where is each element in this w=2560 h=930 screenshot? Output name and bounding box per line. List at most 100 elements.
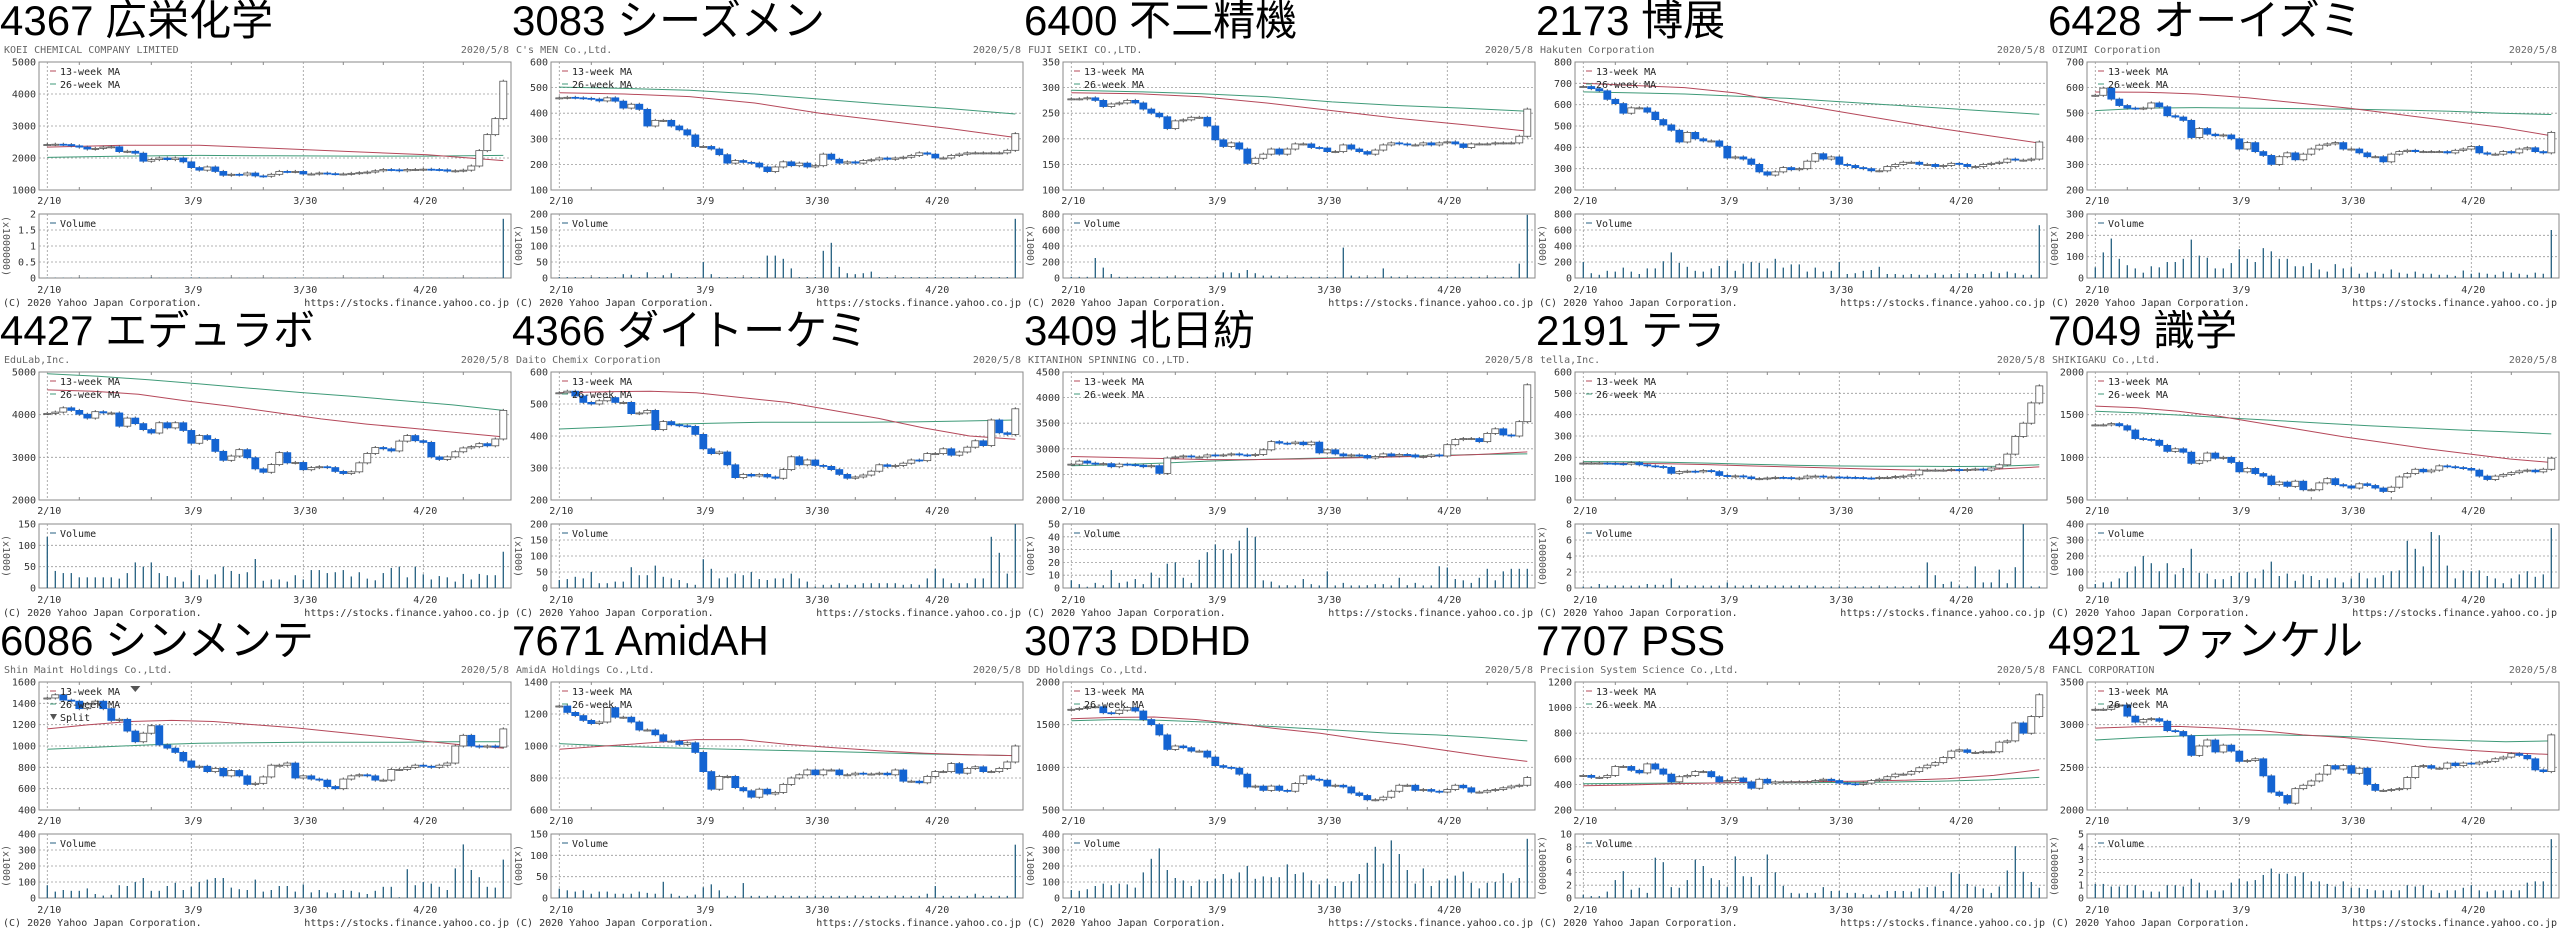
candlestick — [2451, 148, 2460, 155]
candle-body-down — [1611, 98, 1620, 105]
source-url-link[interactable]: https://stocks.finance.yahoo.co.jp — [1840, 608, 2045, 619]
candle-body-down — [1635, 462, 1644, 466]
source-url-link[interactable]: https://stocks.finance.yahoo.co.jp — [2352, 298, 2557, 309]
source-url-link[interactable]: https://stocks.finance.yahoo.co.jp — [1840, 298, 2045, 309]
copyright-text: (C) 2020 Yahoo Japan Corporation. — [3, 918, 202, 929]
candle-body-up — [1323, 449, 1332, 454]
candlestick — [715, 147, 724, 157]
candlestick — [203, 165, 212, 172]
price-plot-area — [550, 61, 1024, 191]
candle-body-up — [43, 144, 52, 146]
volume-unit-label: (x1000) — [0, 535, 11, 577]
ma13-line — [47, 719, 504, 749]
candlestick — [963, 445, 972, 454]
stock-title: 2173 博展 — [1536, 0, 1725, 44]
candle-body-down — [2227, 744, 2236, 752]
candlestick — [2155, 717, 2164, 723]
candlestick — [683, 128, 692, 137]
candle-body-up — [1491, 142, 1500, 145]
ma13-line — [2095, 405, 2552, 463]
candle-body-up — [1523, 108, 1532, 137]
candle-body-down — [587, 720, 596, 725]
source-url-link[interactable]: https://stocks.finance.yahoo.co.jp — [2352, 918, 2557, 929]
candlestick — [987, 770, 996, 774]
candlestick — [1147, 718, 1156, 727]
source-url-link[interactable]: https://stocks.finance.yahoo.co.jp — [304, 298, 509, 309]
candle-body-down — [2355, 148, 2364, 154]
candlestick — [675, 423, 684, 428]
candle-body-up — [2403, 473, 2412, 478]
source-url-link[interactable]: https://stocks.finance.yahoo.co.jp — [1328, 298, 1533, 309]
candle-body-up — [291, 171, 300, 173]
candlestick — [2355, 482, 2364, 490]
candlestick — [2515, 147, 2524, 155]
candlestick — [619, 715, 628, 719]
candle-body-up — [2395, 151, 2404, 155]
candle-body-down — [1355, 454, 1364, 457]
copyright-text: (C) 2020 Yahoo Japan Corporation. — [2051, 298, 2250, 309]
candlestick — [1075, 459, 1084, 466]
candlestick — [259, 775, 268, 785]
candlestick — [1523, 107, 1532, 138]
source-url-link[interactable]: https://stocks.finance.yahoo.co.jp — [304, 918, 509, 929]
candlestick — [83, 701, 92, 711]
candlestick — [2243, 141, 2252, 151]
legend-ma13-label: 13-week MA — [572, 687, 632, 698]
candle-body-up — [971, 152, 980, 155]
candle-body-up — [891, 465, 900, 467]
candlestick — [555, 391, 564, 395]
candlestick — [563, 704, 572, 714]
candlestick — [1715, 470, 1724, 478]
legend-volume-label: Volume — [1596, 219, 1632, 230]
candle-body-down — [1107, 712, 1116, 715]
candlestick — [867, 469, 876, 477]
stock-title: 3409 北日紡 — [1024, 310, 1255, 354]
source-url-link[interactable]: https://stocks.finance.yahoo.co.jp — [1328, 918, 1533, 929]
candlestick — [467, 733, 476, 748]
candlestick — [1371, 798, 1380, 802]
candlestick — [2355, 766, 2364, 775]
date-tick-label: 4/20 — [413, 196, 437, 207]
candlestick — [2539, 768, 2548, 774]
candlestick — [1275, 440, 1284, 445]
candlestick — [1763, 170, 1772, 177]
candlestick — [1107, 102, 1116, 109]
candle-body-down — [1707, 771, 1716, 778]
candle-body-up — [939, 771, 948, 774]
candle-body-up — [443, 456, 452, 460]
date-tick-label: 3/30 — [1317, 285, 1341, 296]
source-url-link[interactable]: https://stocks.finance.yahoo.co.jp — [304, 608, 509, 619]
candlestick — [139, 731, 148, 744]
candlestick — [1107, 462, 1116, 469]
date-tick-label: 2/10 — [37, 196, 61, 207]
candle-body-up — [1267, 441, 1276, 451]
candlestick — [627, 102, 636, 110]
source-url-link[interactable]: https://stocks.finance.yahoo.co.jp — [2352, 608, 2557, 619]
candle-body-up — [2027, 716, 2036, 734]
candlestick — [1851, 782, 1860, 786]
candle-body-down — [883, 157, 892, 160]
source-url-link[interactable]: https://stocks.finance.yahoo.co.jp — [1328, 608, 1533, 619]
candle-body-down — [387, 448, 396, 452]
source-url-link[interactable]: https://stocks.finance.yahoo.co.jp — [816, 918, 1021, 929]
candle-body-down — [1091, 462, 1100, 465]
candlestick — [1235, 766, 1244, 776]
candle-body-down — [763, 473, 772, 478]
candle-body-up — [1299, 143, 1308, 146]
candle-body-down — [179, 751, 188, 762]
candlestick — [1675, 128, 1684, 144]
source-url-link[interactable]: https://stocks.finance.yahoo.co.jp — [816, 298, 1021, 309]
candle-body-up — [2011, 722, 2020, 742]
source-url-link[interactable]: https://stocks.finance.yahoo.co.jp — [816, 608, 1021, 619]
candlestick — [2187, 118, 2196, 140]
candlestick — [923, 452, 932, 463]
candlestick — [2459, 466, 2468, 470]
candle-body-up — [2243, 142, 2252, 150]
candle-body-down — [1659, 119, 1668, 126]
candle-body-up — [467, 446, 476, 449]
candle-body-down — [1979, 468, 1988, 471]
source-url-link[interactable]: https://stocks.finance.yahoo.co.jp — [1840, 918, 2045, 929]
candle-body-up — [1411, 144, 1420, 147]
candle-body-down — [931, 153, 940, 159]
candle-body-down — [315, 778, 324, 781]
